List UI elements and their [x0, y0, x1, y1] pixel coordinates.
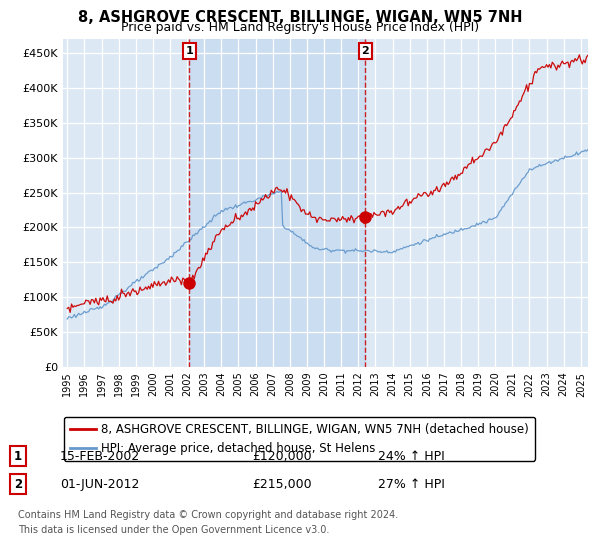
Text: 2: 2 [14, 478, 22, 491]
Text: 2: 2 [362, 46, 370, 56]
Bar [189, 39, 365, 367]
Text: £120,000: £120,000 [252, 450, 311, 463]
Text: 1: 1 [185, 46, 193, 56]
Legend: 8, ASHGROVE CRESCENT, BILLINGE, WIGAN, WN5 7NH (detached house), HPI: Average pr: 8, ASHGROVE CRESCENT, BILLINGE, WIGAN, W… [64, 417, 535, 461]
Text: 8, ASHGROVE CRESCENT, BILLINGE, WIGAN, WN5 7NH: 8, ASHGROVE CRESCENT, BILLINGE, WIGAN, W… [78, 10, 522, 25]
Text: This data is licensed under the Open Government Licence v3.0.: This data is licensed under the Open Gov… [18, 525, 329, 535]
Text: 24% ↑ HPI: 24% ↑ HPI [378, 450, 445, 463]
Text: 1: 1 [14, 450, 22, 463]
Text: 27% ↑ HPI: 27% ↑ HPI [378, 478, 445, 491]
Text: Contains HM Land Registry data © Crown copyright and database right 2024.: Contains HM Land Registry data © Crown c… [18, 510, 398, 520]
Text: 15-FEB-2002: 15-FEB-2002 [60, 450, 140, 463]
Text: 01-JUN-2012: 01-JUN-2012 [60, 478, 139, 491]
Text: Price paid vs. HM Land Registry's House Price Index (HPI): Price paid vs. HM Land Registry's House … [121, 21, 479, 34]
Text: £215,000: £215,000 [252, 478, 311, 491]
